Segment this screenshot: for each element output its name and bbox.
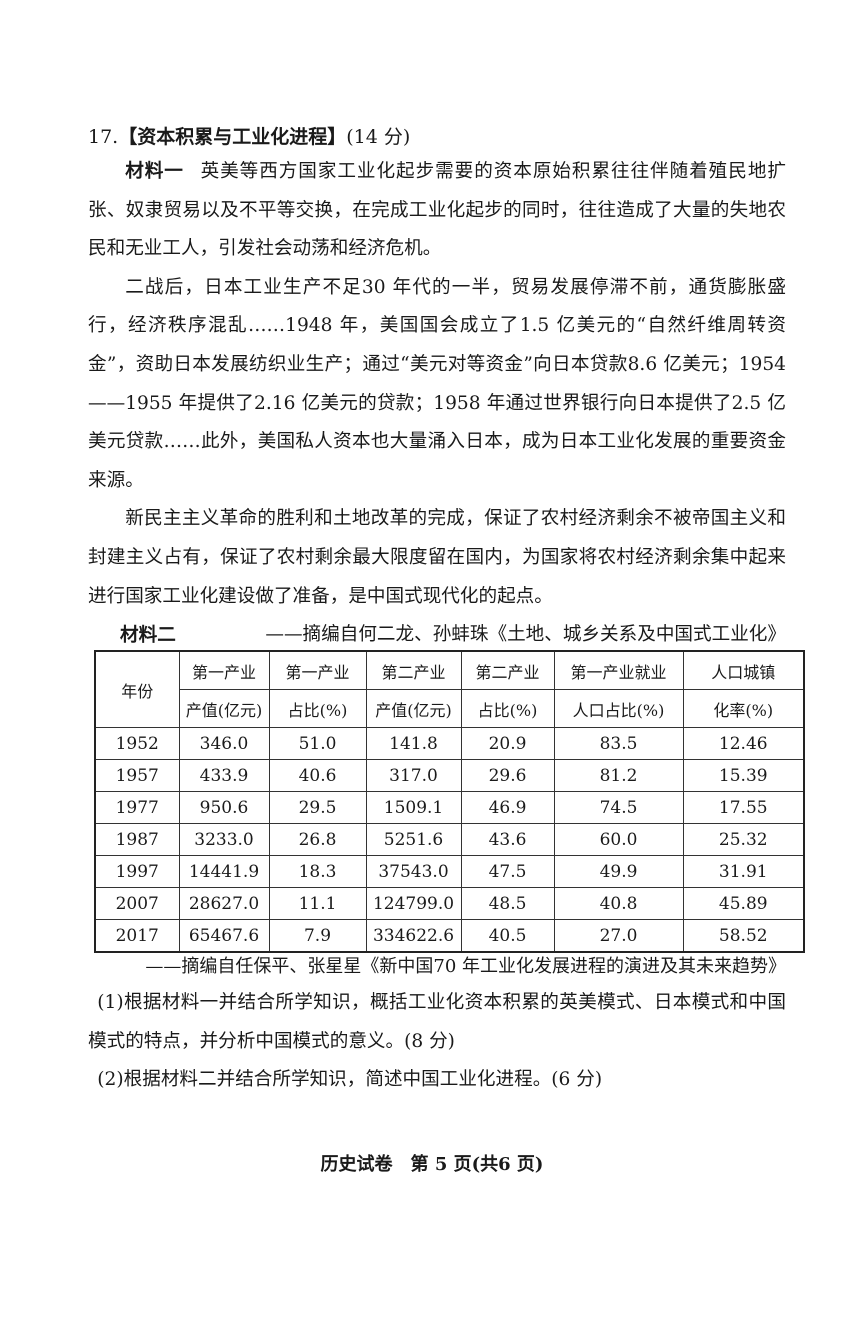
table-cell: 48.5 bbox=[460, 887, 555, 920]
table-row: 1987 3233.0 26.8 5251.6 43.6 60.0 25.32 bbox=[94, 823, 805, 856]
table-row: 1952 346.0 51.0 141.8 20.9 83.5 12.46 bbox=[94, 727, 805, 760]
question-title: 17.【资本积累与工业化进程】(14 分) bbox=[88, 122, 410, 149]
table-cell: 7.9 bbox=[268, 919, 367, 953]
table-cell: 1997 bbox=[94, 855, 180, 888]
table-cell: 346.0 bbox=[178, 727, 270, 760]
header-row: 产值(亿元) 占比(%) 产值(亿元) 占比(%) 人口占比(%) 化率(%) bbox=[95, 689, 805, 728]
column-header: 占比(%) bbox=[460, 689, 555, 728]
column-header: 第二产业 bbox=[460, 650, 555, 690]
page-footer: 历史试卷 第 5 页(共6 页) bbox=[320, 1154, 544, 1175]
table-cell: 25.32 bbox=[682, 823, 805, 856]
material-one-label: 材料一 bbox=[125, 161, 184, 182]
table-cell: 28627.0 bbox=[178, 887, 270, 920]
column-header: 第一产业就业 bbox=[553, 650, 684, 690]
material-one-p1: 材料一 英美等西方国家工业化起步需要的资本原始积累往往伴随着殖民地扩张、奴隶贸易以… bbox=[88, 161, 786, 260]
table-cell: 12.46 bbox=[682, 727, 805, 760]
table-cell: 83.5 bbox=[553, 727, 684, 760]
table-cell: 51.0 bbox=[268, 727, 367, 760]
material-one-p2: 二战后，日本工业生产不足30 年代的一半，贸易发展停滞不前，通货膨胀盛行，经济秩… bbox=[88, 276, 786, 491]
header-row: 年份 第一产业 第一产业 第二产业 第二产业 第一产业就业 人口城镇 bbox=[94, 650, 805, 728]
table-cell: 26.8 bbox=[268, 823, 367, 856]
table-cell: 317.0 bbox=[365, 759, 462, 792]
table-cell: 1509.1 bbox=[365, 791, 462, 824]
material-two-label: 材料二 bbox=[120, 625, 176, 646]
column-header: 人口城镇 bbox=[682, 650, 805, 690]
column-header: 化率(%) bbox=[682, 689, 805, 728]
table-row: 2007 28627.0 11.1 124799.0 48.5 40.8 45.89 bbox=[94, 887, 805, 920]
table-cell: 40.6 bbox=[268, 759, 367, 792]
table-cell: 2007 bbox=[94, 887, 180, 920]
table-cell: 60.0 bbox=[553, 823, 684, 856]
table-cell: 81.2 bbox=[553, 759, 684, 792]
column-header: 产值(亿元) bbox=[365, 689, 462, 728]
table-row: 1957 433.9 40.6 317.0 29.6 81.2 15.39 bbox=[94, 759, 805, 792]
column-header: 第一产业 bbox=[268, 650, 367, 690]
table-cell: 58.52 bbox=[682, 919, 805, 953]
table-cell: 37543.0 bbox=[365, 855, 462, 888]
question-number: 17. bbox=[88, 126, 119, 148]
table-cell: 1977 bbox=[94, 791, 180, 824]
material-one-p3: 新民主主义革命的胜利和土地改革的完成，保证了农村经济剩余不被帝国主义和封建主义占… bbox=[88, 508, 786, 607]
table-cell: 40.5 bbox=[460, 919, 555, 953]
table-cell: 950.6 bbox=[178, 791, 270, 824]
table-cell: 1957 bbox=[94, 759, 180, 792]
table-cell: 29.6 bbox=[460, 759, 555, 792]
table-cell: 46.9 bbox=[460, 791, 555, 824]
question-1: (1)根据材料一并结合所学知识，概括工业化资本积累的英美模式、日本模式和中国模式… bbox=[88, 992, 786, 1052]
table-cell: 141.8 bbox=[365, 727, 462, 760]
table-row: 1977 950.6 29.5 1509.1 46.9 74.5 17.55 bbox=[94, 791, 805, 824]
table-cell: 74.5 bbox=[553, 791, 684, 824]
material-one: 材料一 英美等西方国家工业化起步需要的资本原始积累往往伴随着殖民地扩张、奴隶贸易以… bbox=[88, 153, 786, 655]
column-header: 第一产业 bbox=[178, 650, 270, 690]
table-cell: 11.1 bbox=[268, 887, 367, 920]
table-cell: 14441.9 bbox=[178, 855, 270, 888]
table-cell: 29.5 bbox=[268, 791, 367, 824]
table-cell: 40.8 bbox=[553, 887, 684, 920]
column-header: 第二产业 bbox=[365, 650, 462, 690]
material-one-source: ——摘编自何二龙、孙蚌珠《土地、城乡关系及中国式工业化》 bbox=[265, 624, 786, 646]
table-cell: 3233.0 bbox=[178, 823, 270, 856]
questions: (1)根据材料一并结合所学知识，概括工业化资本积累的英美模式、日本模式和中国模式… bbox=[88, 984, 786, 1100]
table-row: 2017 65467.6 7.9 334622.6 40.5 27.0 58.52 bbox=[94, 919, 805, 953]
table-cell: 49.9 bbox=[553, 855, 684, 888]
table-cell: 2017 bbox=[94, 919, 180, 953]
question-2: (2)根据材料二并结合所学知识，简述中国工业化进程。(6 分) bbox=[97, 1069, 603, 1091]
column-header: 占比(%) bbox=[268, 689, 367, 728]
table-cell: 1987 bbox=[94, 823, 180, 856]
column-header: 人口占比(%) bbox=[553, 689, 684, 728]
question-topic: 【资本积累与工业化进程】 bbox=[118, 126, 347, 148]
table-cell: 1952 bbox=[94, 727, 180, 760]
material-two-source: ——摘编自任保平、张星星《新中国70 年工业化发展进程的演进及其未来趋势》 bbox=[145, 956, 786, 977]
table-cell: 18.3 bbox=[268, 855, 367, 888]
table-row: 1997 14441.9 18.3 37543.0 47.5 49.9 31.91 bbox=[94, 855, 805, 888]
table-cell: 27.0 bbox=[553, 919, 684, 953]
column-header: 年份 bbox=[94, 650, 180, 728]
table-cell: 17.55 bbox=[682, 791, 805, 824]
table-cell: 334622.6 bbox=[365, 919, 462, 953]
column-header: 产值(亿元) bbox=[178, 689, 270, 728]
table-cell: 45.89 bbox=[682, 887, 805, 920]
table-cell: 31.91 bbox=[682, 855, 805, 888]
table-cell: 124799.0 bbox=[365, 887, 462, 920]
table-cell: 433.9 bbox=[178, 759, 270, 792]
table-cell: 5251.6 bbox=[365, 823, 462, 856]
table-cell: 65467.6 bbox=[178, 919, 270, 953]
table-cell: 47.5 bbox=[460, 855, 555, 888]
table-cell: 15.39 bbox=[682, 759, 805, 792]
data-table: 年份 第一产业 第一产业 第二产业 第二产业 第一产业就业 人口城镇 产值(亿元) 占比(%) 产… bbox=[94, 650, 805, 953]
table-cell: 43.6 bbox=[460, 823, 555, 856]
question-score: (14 分) bbox=[346, 126, 411, 148]
table-cell: 20.9 bbox=[460, 727, 555, 760]
